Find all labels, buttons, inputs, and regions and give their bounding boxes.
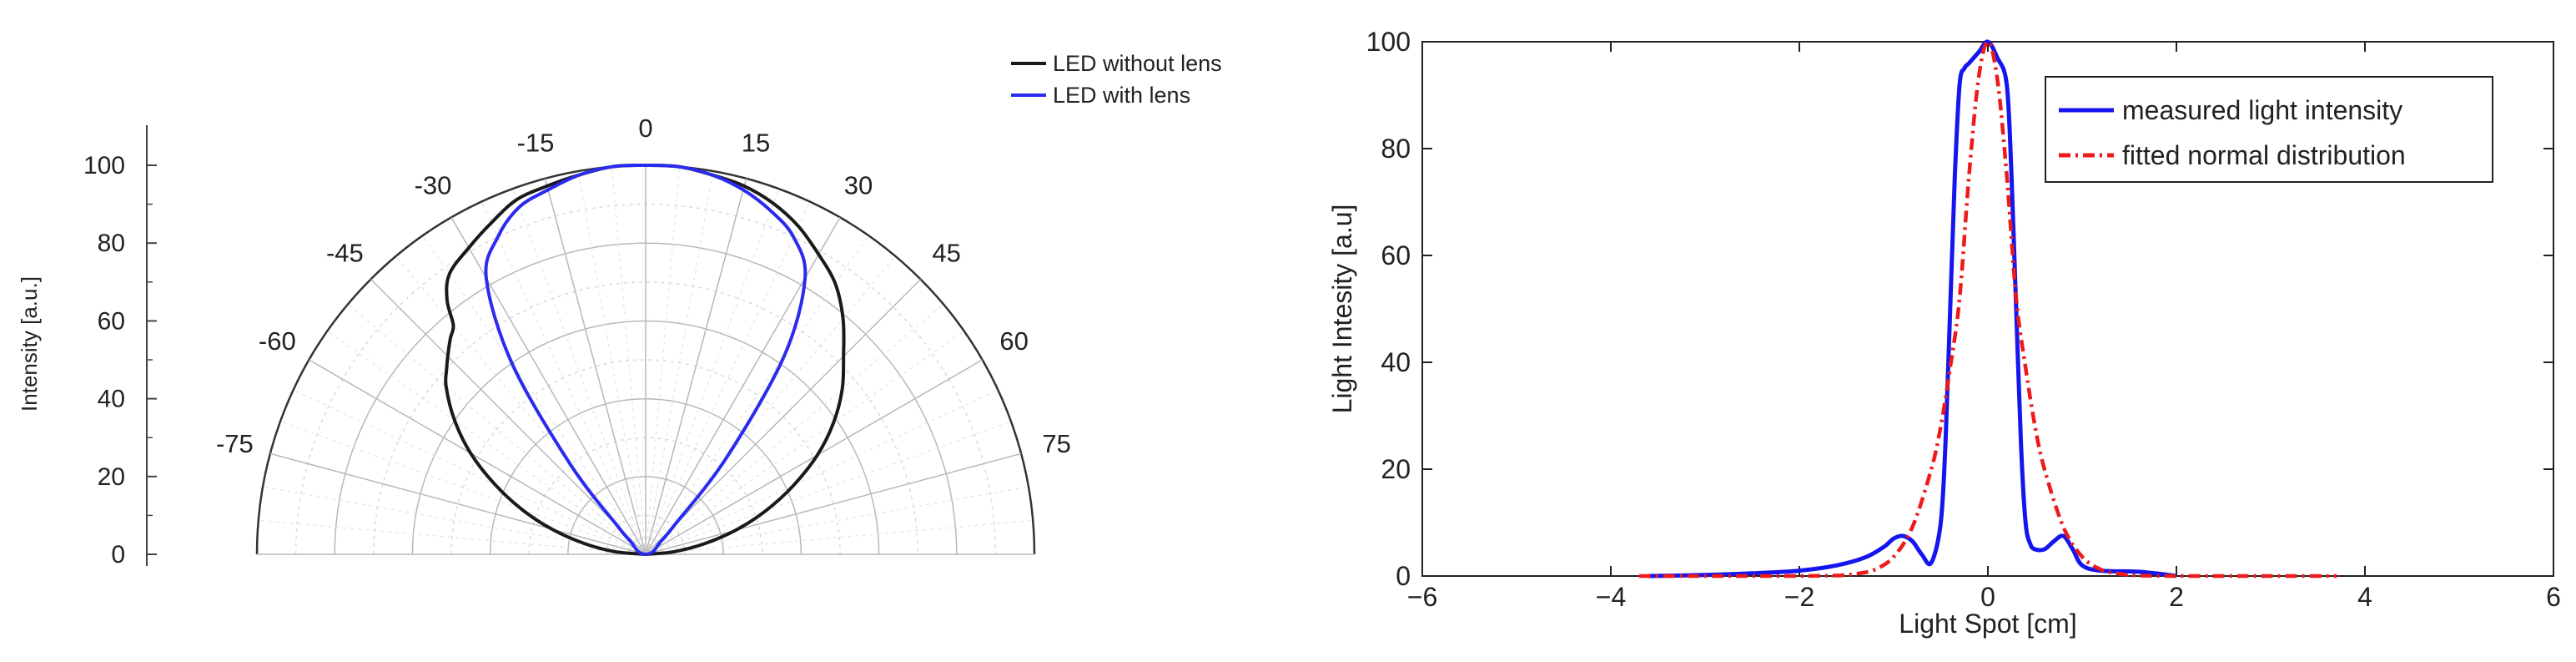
radial-tick-label: 100 [83, 152, 125, 179]
polar-grid-spoke [293, 389, 647, 555]
polar-grid [255, 164, 1036, 555]
angle-tick-label: -15 [517, 128, 555, 157]
polar-grid-spoke [480, 201, 647, 555]
angle-tick-label: 75 [1042, 429, 1070, 458]
legend-box [2045, 76, 2493, 183]
y-tick-label: 80 [1381, 134, 1411, 164]
polar-grid-spoke [645, 178, 747, 555]
line-series [1638, 39, 2337, 579]
y-tick-label: 100 [1366, 27, 1411, 57]
polar-grid-spoke [645, 170, 714, 555]
polar-grid-spoke [326, 331, 647, 555]
angle-tick-labels: -75 -60 -45 -30 -15 0 15 30 45 60 75 [216, 114, 1071, 458]
legend-label-without-lens: LED without lens [1053, 51, 1222, 76]
x-tick-label: 2 [2169, 582, 2184, 612]
polar-y-axis-label: Intensity [a.u.] [17, 276, 42, 412]
angle-tick-label: 0 [638, 114, 652, 143]
series-fitted-normal-distribution [1638, 39, 2337, 579]
polar-grid-spoke [645, 166, 681, 555]
polar-grid-spoke [645, 421, 1012, 555]
angle-tick-label: -75 [216, 429, 254, 458]
y-axis-label: Light Intesity [a.u] [1327, 205, 1357, 414]
polar-grid-spoke [645, 235, 869, 555]
x-axis-label: Light Spot [cm] [1899, 609, 2076, 639]
polar-grid-spoke [645, 217, 841, 555]
polar-series [444, 163, 846, 556]
legend-label-with-lens: LED with lens [1053, 83, 1190, 108]
x-tick-label: 6 [2546, 582, 2561, 612]
radial-tick-label: 60 [98, 307, 125, 335]
line-legend: measured light intensity fitted normal d… [2045, 76, 2493, 183]
polar-grid-spoke [645, 452, 1022, 555]
legend-label-measured: measured light intensity [2122, 95, 2402, 125]
x-tick-label: −4 [1596, 582, 1626, 612]
radial-tick-label: 40 [98, 386, 125, 413]
y-tick-label: 60 [1381, 240, 1411, 270]
polar-grid-spoke [611, 166, 647, 555]
angle-tick-label: 15 [742, 128, 770, 157]
angle-tick-label: 30 [844, 170, 873, 200]
polar-grid-spoke [645, 389, 999, 555]
polar-grid-spoke [577, 170, 647, 555]
polar-grid-spoke [347, 304, 647, 555]
angle-tick-label: -30 [415, 170, 452, 200]
legend-label-fitted: fitted normal distribution [2122, 140, 2406, 170]
polar-grid-spoke [262, 486, 647, 555]
polar-grid-spoke [269, 452, 647, 555]
polar-grid-spoke [395, 255, 647, 555]
angle-tick-label: 60 [999, 326, 1028, 356]
polar-grid-spoke [645, 201, 811, 555]
radial-tick-label: 20 [98, 463, 125, 491]
radial-tick-label: 0 [111, 541, 125, 569]
polar-grid-spoke [279, 421, 647, 555]
polar-grid-spoke [645, 188, 779, 555]
angle-tick-label: -60 [259, 326, 296, 356]
x-tick-labels: −6 −4 −2 0 2 4 6 [1407, 582, 2561, 612]
x-tick-label: −6 [1407, 582, 1437, 612]
polar-grid-spoke [450, 217, 647, 555]
polar-grid-spoke [645, 304, 944, 555]
series-measured-light-intensity [1648, 39, 2177, 579]
x-tick-label: 0 [1980, 582, 1995, 612]
polar-legend: LED without lens LED with lens [1011, 51, 1222, 108]
polar-grid-spoke [258, 519, 647, 555]
polar-grid-spoke [645, 255, 896, 555]
angle-tick-label: -45 [326, 238, 364, 267]
polar-grid-spoke [645, 486, 1029, 555]
polar-grid-spoke [645, 331, 965, 555]
radial-tick-label: 80 [98, 230, 125, 257]
polar-grid-spoke [645, 278, 922, 555]
polar-grid-spoke [512, 188, 647, 555]
x-tick-label: −2 [1784, 582, 1814, 612]
polar-grid-spoke [645, 359, 983, 555]
y-tick-label: 0 [1396, 561, 1411, 591]
angle-tick-label: 45 [932, 238, 960, 267]
series-led-with-lens [484, 163, 808, 556]
radial-tick-labels: 0 20 40 60 80 100 [83, 152, 157, 569]
polar-grid-spoke [422, 235, 647, 555]
x-tick-label: 4 [2357, 582, 2372, 612]
polar-grid-spoke [370, 278, 647, 555]
y-tick-label: 20 [1381, 454, 1411, 484]
polar-grid-spoke [544, 178, 647, 555]
axis-ticks [1421, 41, 2554, 577]
polar-grid-spoke [645, 519, 1034, 555]
polar-grid-spoke [309, 359, 647, 555]
y-tick-labels: 0 20 40 60 80 100 [1366, 27, 1411, 591]
y-tick-label: 40 [1381, 347, 1411, 377]
